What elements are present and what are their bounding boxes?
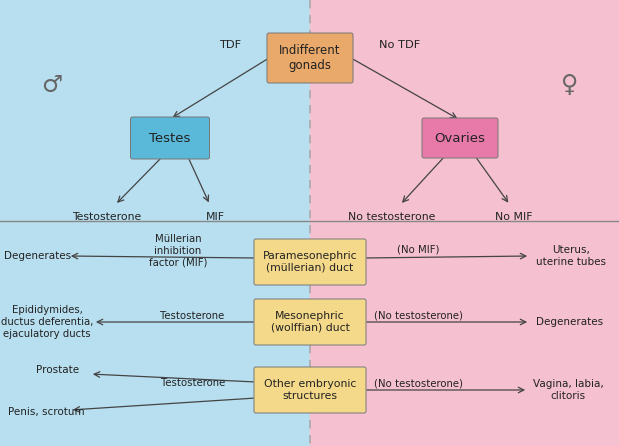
FancyBboxPatch shape (422, 118, 498, 158)
Bar (310, 0, 619, 221)
FancyBboxPatch shape (267, 33, 353, 83)
Text: MIF: MIF (206, 212, 225, 222)
Text: No TDF: No TDF (379, 40, 421, 50)
Text: (No testosterone): (No testosterone) (373, 310, 462, 320)
Text: Penis, scrotum: Penis, scrotum (7, 407, 84, 417)
Text: Mesonephric
(wolffian) duct: Mesonephric (wolffian) duct (271, 311, 350, 333)
Text: ♂: ♂ (41, 73, 63, 97)
Text: (No MIF): (No MIF) (397, 244, 439, 254)
Bar (0, 221, 310, 446)
Text: Testosterone: Testosterone (160, 311, 224, 321)
Text: Testosterone: Testosterone (161, 378, 225, 388)
FancyBboxPatch shape (131, 117, 209, 159)
FancyBboxPatch shape (254, 239, 366, 285)
Text: No MIF: No MIF (495, 212, 533, 222)
Text: No testosterone: No testosterone (348, 212, 436, 222)
Text: Degenerates: Degenerates (4, 251, 72, 261)
Bar (310, 221, 619, 446)
Text: Paramesonephric
(müllerian) duct: Paramesonephric (müllerian) duct (262, 251, 357, 273)
Text: Ovaries: Ovaries (435, 132, 485, 145)
Text: Testes: Testes (149, 132, 191, 145)
Text: TDF: TDF (219, 40, 241, 50)
Text: Epididymides,
ductus deferentia,
ejaculatory ducts: Epididymides, ductus deferentia, ejacula… (1, 306, 93, 339)
Text: Indifferent
gonads: Indifferent gonads (279, 44, 340, 72)
Text: Vagina, labia,
clitoris: Vagina, labia, clitoris (532, 379, 604, 401)
Text: ♀: ♀ (561, 73, 579, 97)
Text: Uterus,
uterine tubes: Uterus, uterine tubes (536, 245, 606, 267)
Text: Prostate: Prostate (37, 365, 80, 375)
FancyBboxPatch shape (254, 367, 366, 413)
Text: Testosterone: Testosterone (72, 212, 142, 222)
FancyBboxPatch shape (254, 299, 366, 345)
Text: Degenerates: Degenerates (537, 317, 604, 327)
Text: (No testosterone): (No testosterone) (373, 378, 462, 388)
Text: Müllerian
inhibition
factor (MIF): Müllerian inhibition factor (MIF) (149, 235, 207, 268)
Bar (0, 0, 310, 221)
Text: Other embryonic
structures: Other embryonic structures (264, 379, 356, 401)
